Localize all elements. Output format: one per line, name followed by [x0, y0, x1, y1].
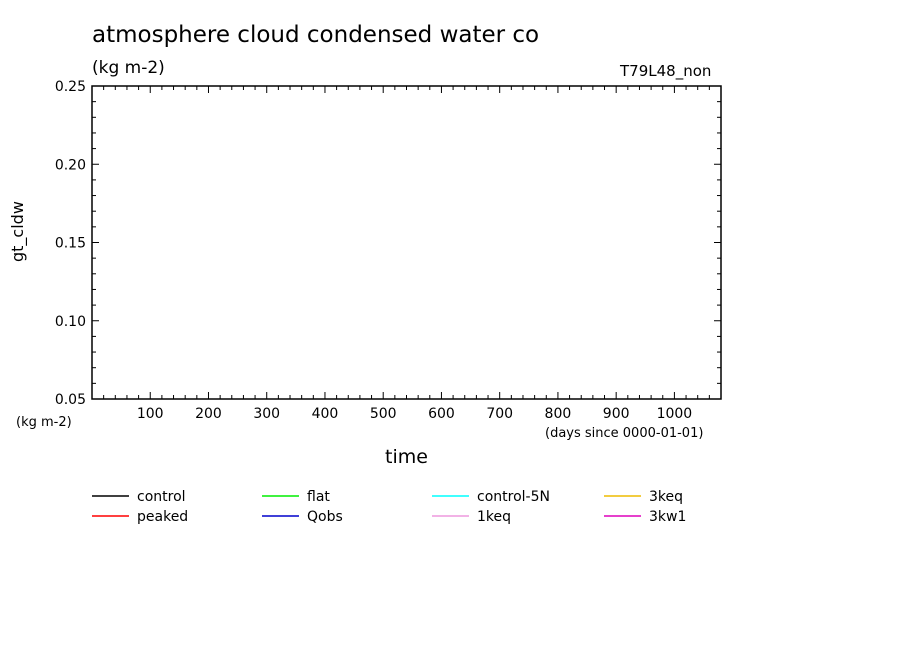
y-axis-units: (kg m-2) — [16, 415, 72, 430]
x-tick-label: 500 — [370, 406, 397, 422]
chart-subtitle: (kg m-2) — [92, 58, 165, 78]
y-tick-label: 0.05 — [55, 392, 86, 408]
y-tick-label: 0.15 — [55, 236, 86, 252]
y-tick-label: 0.25 — [55, 79, 86, 95]
legend-label-3kw1: 3kw1 — [649, 509, 686, 525]
legend-label-1keq: 1keq — [477, 509, 511, 525]
chart-title: atmosphere cloud condensed water co — [92, 22, 540, 48]
legend: control peaked flat Qobs control-5N 1keq 3keq 3… — [92, 489, 686, 525]
plot-frame — [91, 85, 722, 400]
legend-label-control-5N: control-5N — [477, 489, 550, 505]
legend-label-Qobs: Qobs — [307, 509, 343, 525]
x-axis-label: time — [385, 446, 428, 468]
x-tick-label: 300 — [253, 406, 280, 422]
x-tick-label: 600 — [428, 406, 455, 422]
x-tick-label: 900 — [603, 406, 630, 422]
x-tick-label: 700 — [486, 406, 513, 422]
y-tick-label: 0.20 — [55, 157, 86, 173]
axis-ticks: 100 200 300 400 500 600 700 800 900 1000 0.05 0.10 0… — [55, 79, 721, 422]
x-tick-label: 200 — [195, 406, 222, 422]
x-tick-label: 400 — [312, 406, 339, 422]
legend-label-3keq: 3keq — [649, 489, 683, 505]
x-tick-label: 800 — [545, 406, 572, 422]
x-tick-label: 100 — [137, 406, 164, 422]
legend-label-peaked: peaked — [137, 509, 188, 525]
x-axis-units: (days since 0000-01-01) — [545, 426, 704, 441]
legend-label-control: control — [137, 489, 186, 505]
legend-label-flat: flat — [307, 489, 330, 505]
y-tick-label: 0.10 — [55, 314, 86, 330]
run-label: T79L48_non — [620, 62, 712, 80]
x-tick-label: 1000 — [657, 406, 693, 422]
